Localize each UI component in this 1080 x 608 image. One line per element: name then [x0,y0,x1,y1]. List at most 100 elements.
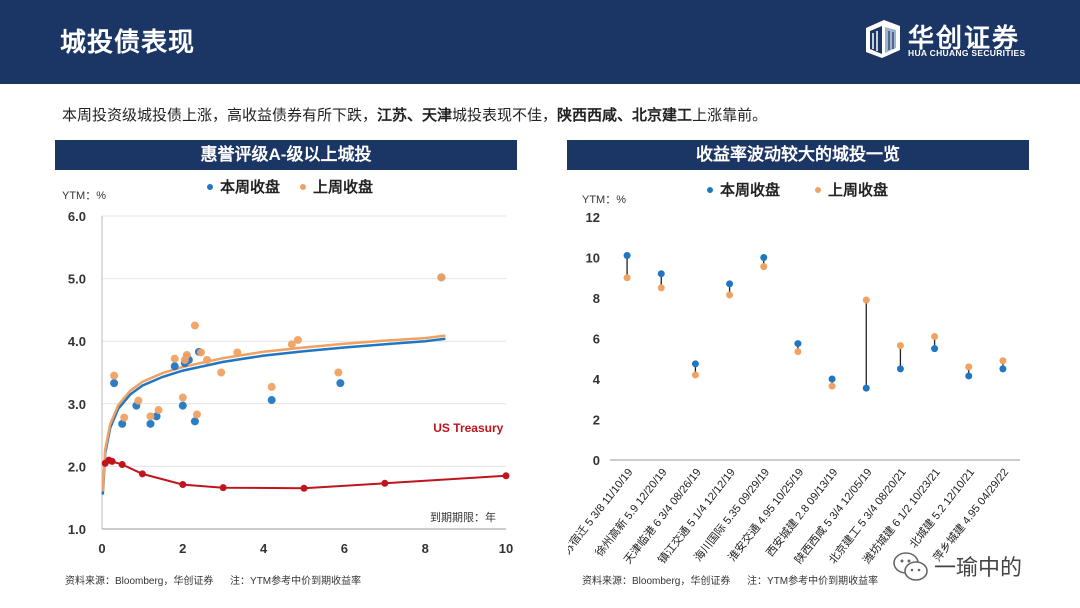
right-ylabel: YTM：% [582,194,626,206]
lead-part-1: 江苏、天津 [377,107,453,124]
this-week-point [794,340,802,348]
treasury-point [381,479,389,487]
left-xlabel: 到期期限：年 [430,510,496,524]
this-week-point [152,412,161,421]
left-note-text: 注：YTM参考中价到期收益率 [230,576,362,587]
right-panel-title: 收益率波动较大的城投一览 [567,140,1029,170]
left-xtick-label: 6 [341,541,348,556]
wechat-icon [893,552,928,581]
this-week-point [336,379,345,388]
right-legend-label: 本周收盘 [720,181,780,199]
treasury-annotation: US Treasury [433,421,503,435]
this-week-point [999,365,1007,373]
treasury-point [219,484,227,492]
last-week-point [293,335,302,344]
right-note-text: 注：YTM参考中价到期收益率 [747,576,879,587]
this-week-point [267,396,276,405]
treasury-point [300,484,308,492]
left-chart-labels: 1.0 2.0 3.0 4.0 5.0 6.0 0 2 4 6 8 10 YTM：% 到期期限：年 本周收盘… [62,178,513,556]
left-line-this-week-fit [101,337,446,495]
last-week-point [999,357,1007,365]
last-week-point [896,342,904,350]
last-week-point [134,396,143,405]
left-ylabel: YTM：% [62,190,106,202]
last-week-point [760,263,768,271]
this-week-point [623,251,631,259]
this-week-point [828,375,836,383]
left-line-treasury [104,458,507,490]
last-week-point [217,368,226,377]
left-source: 资料来源：Bloomberg，华创证券 注：YTM参考中价到期收益率 [65,572,361,587]
left-xtick-label: 8 [422,541,429,556]
left-xtick-label: 0 [98,541,105,556]
left-legend-marker [300,184,306,190]
left-chart: 1.0 2.0 3.0 4.0 5.0 6.0 0 2 4 6 8 10 YTM：% 到期期限：年 本周收盘… [62,178,513,556]
left-ytick-label: 1.0 [68,522,86,537]
last-week-point [657,284,665,292]
company-logo: 华创证券 HUA CHUANG SECURITIES [862,18,1062,66]
treasury-point [108,457,116,465]
right-chart-points [623,251,1007,392]
last-week-point [287,340,296,349]
last-week-point [931,332,939,340]
left-ytick-label: 4.0 [68,334,86,349]
left-panel-title: 惠誉评级A-级以上城投 [55,140,517,170]
left-ytick-label: 5.0 [68,272,86,287]
last-week-point [862,296,870,304]
this-week-point [965,372,973,380]
last-week-point [178,393,187,402]
last-week-point [233,348,242,357]
last-week-point [623,274,631,282]
lead-part-4: 上涨靠前。 [692,107,768,124]
left-xtick-label: 2 [179,541,186,556]
last-week-point [794,348,802,356]
right-legend-marker [707,187,713,193]
this-week-point [896,365,904,373]
right-ytick-label: 10 [586,251,600,266]
this-week-point [110,379,119,388]
treasury-point [118,461,126,469]
last-week-point [170,354,179,363]
this-week-point [170,362,179,371]
left-chart-lines [101,334,507,495]
last-week-point [192,410,201,419]
lead-part-2: 城投表现不佳， [452,107,558,124]
logo-name-cn: 华创证券 [908,23,1021,53]
last-week-point [691,371,699,379]
lead-summary: 本周投资级城投债上涨，高收益债券有所下跌，江苏、天津城投表现不佳，陕西西咸、北京… [62,104,767,125]
last-week-point [726,291,734,299]
last-week-point [154,406,163,415]
treasury-point [138,470,146,478]
left-legend-label: 本周收盘 [220,178,280,196]
lead-part-0: 本周投资级城投债上涨，高收益债券有所下跌， [62,107,378,124]
last-week-point [267,382,276,391]
right-legend-label: 上周收盘 [828,181,888,199]
this-week-point [760,254,768,261]
last-week-point [828,382,836,390]
lead-part-3: 陕西西咸、北京建工 [557,107,693,124]
last-week-point [146,412,155,421]
right-ytick-label: 0 [593,453,600,468]
right-source: 资料来源：Bloomberg，华创证券 注：YTM参考中价到期收益率 [582,572,878,587]
right-source-text: 资料来源：Bloomberg，华创证券 [582,576,731,587]
page-title: 城投债表现 [60,27,196,57]
left-xtick-label: 4 [260,541,268,556]
right-ytick-label: 4 [593,372,601,387]
left-legend-marker [207,184,213,190]
left-ytick-label: 2.0 [68,459,86,474]
this-week-point [190,417,199,426]
watermark-text: 一瑜中的 [934,555,1023,580]
treasury-point [502,472,510,480]
this-week-point [146,419,155,428]
left-ytick-label: 3.0 [68,397,86,412]
left-line-last-week-fit [101,334,446,492]
right-ytick-label: 2 [593,413,600,428]
this-week-point [657,270,665,278]
right-chart-connectors [626,255,1004,389]
left-ytick-label: 6.0 [68,209,86,224]
left-legend-label: 上周收盘 [313,178,373,196]
last-week-point [437,273,446,282]
this-week-point [726,280,734,288]
left-xtick-label: 10 [499,541,513,556]
